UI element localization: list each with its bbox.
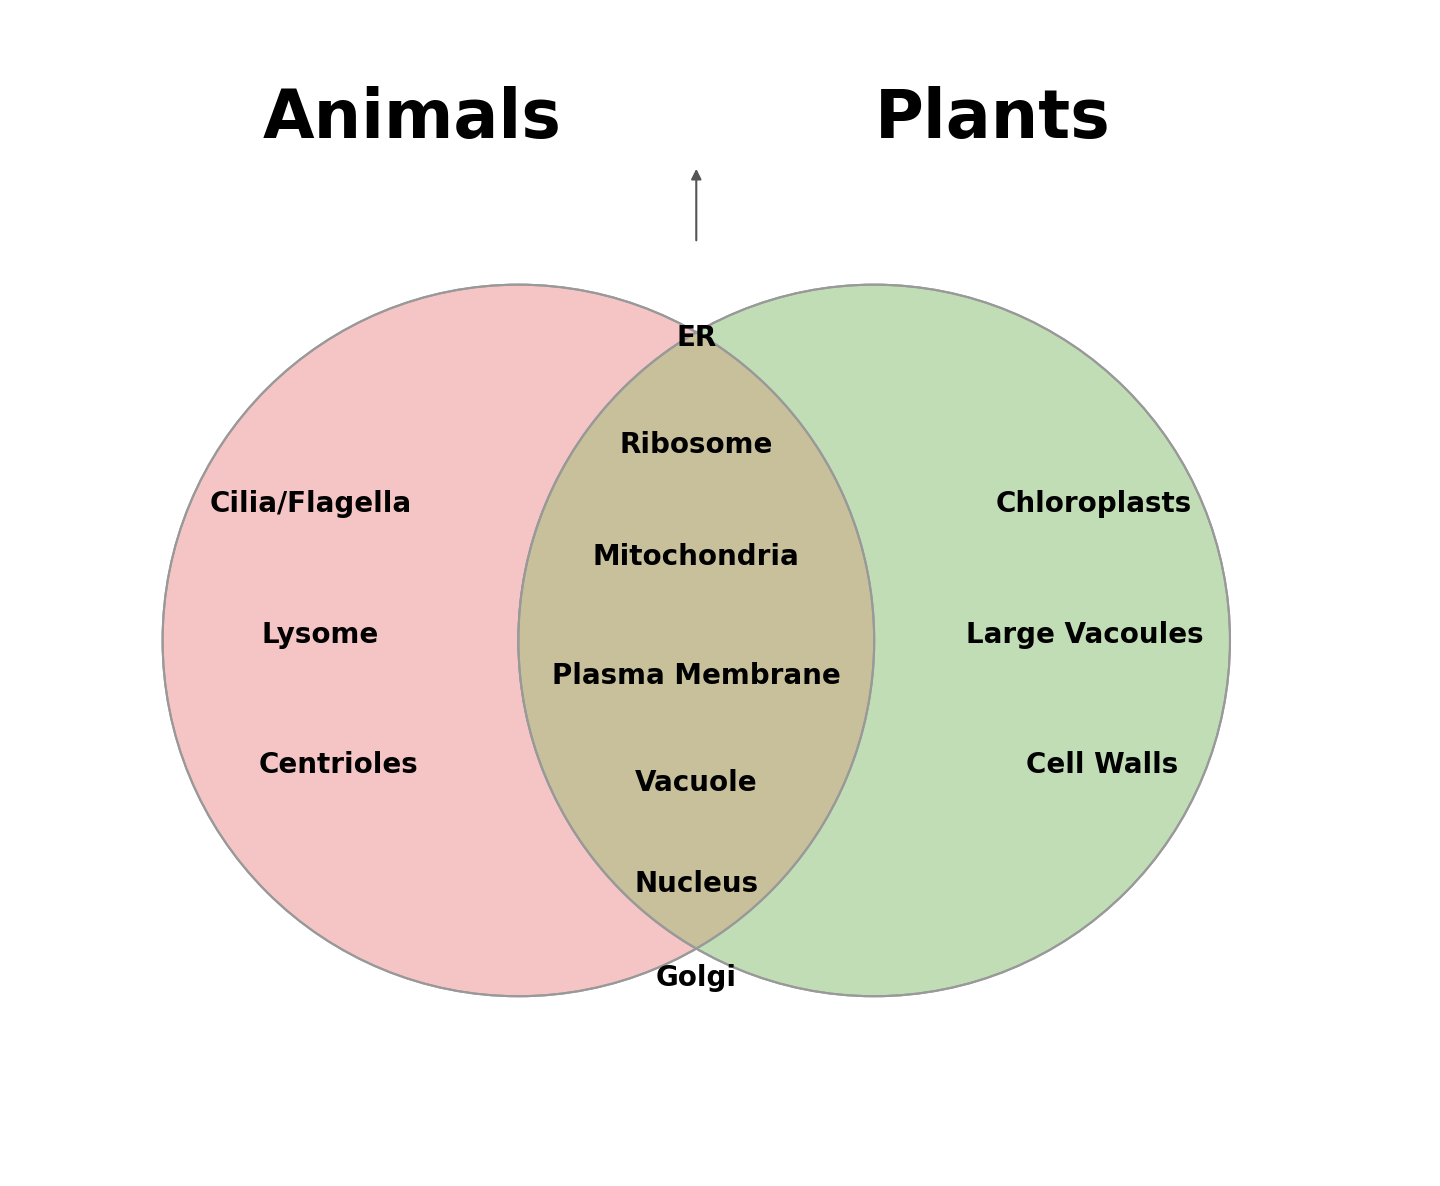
- Text: Mitochondria: Mitochondria: [593, 543, 799, 572]
- Text: Cilia/Flagella: Cilia/Flagella: [210, 490, 412, 518]
- Text: ER: ER: [677, 324, 717, 352]
- Text: Centrioles: Centrioles: [258, 751, 418, 779]
- Text: Chloroplasts: Chloroplasts: [995, 490, 1192, 518]
- Circle shape: [163, 285, 874, 996]
- Text: Cell Walls: Cell Walls: [1025, 751, 1178, 779]
- Text: Plants: Plants: [876, 85, 1110, 152]
- Polygon shape: [518, 332, 874, 949]
- Text: Large Vacoules: Large Vacoules: [966, 620, 1204, 649]
- Text: Lysome: Lysome: [262, 620, 379, 649]
- Circle shape: [518, 285, 1230, 996]
- Text: Animals: Animals: [262, 85, 562, 152]
- Text: Golgi: Golgi: [655, 964, 737, 993]
- Text: Ribosome: Ribosome: [619, 431, 773, 459]
- Text: Nucleus: Nucleus: [634, 869, 759, 898]
- Text: Plasma Membrane: Plasma Membrane: [552, 662, 841, 690]
- Text: Vacuole: Vacuole: [635, 769, 757, 797]
